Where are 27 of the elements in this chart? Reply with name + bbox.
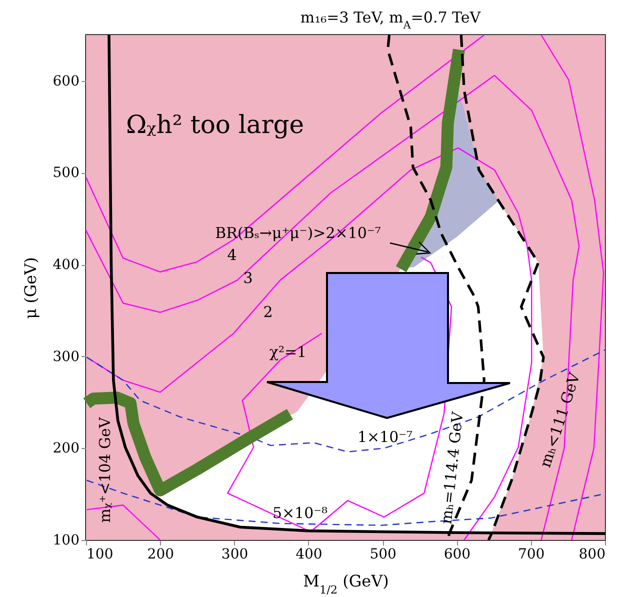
y-tick-label: 500 <box>52 165 80 182</box>
annotation: 2 <box>263 303 273 321</box>
y-tick-label: 100 <box>52 532 80 548</box>
annotation: 1×10⁻⁷ <box>357 428 413 446</box>
x-tick-label: 400 <box>296 546 322 562</box>
y-axis-title: μ (GeV) <box>20 257 40 319</box>
x-tick-label: 700 <box>518 546 545 562</box>
x-tick-label: 600 <box>444 546 471 562</box>
x-axis-title: M$_{1/2}$ (GeV) <box>303 572 389 596</box>
chart-title: m₁₆=3 TeV, m$_{A}$=0.7 TeV <box>300 8 482 32</box>
y-tick-label: 600 <box>52 73 80 90</box>
x-tick-label: 800 <box>578 546 606 562</box>
line-series <box>85 34 485 272</box>
y-tick-label: 200 <box>52 440 80 457</box>
x-tick-label: 500 <box>370 546 396 562</box>
x-tick-label: 200 <box>147 546 174 562</box>
y-tick-label: 400 <box>52 257 80 274</box>
annotation: 5×10⁻⁸ <box>272 504 328 522</box>
x-tick-label: 100 <box>86 546 114 562</box>
y-tick-label: 300 <box>52 348 80 365</box>
annotation: 4 <box>227 246 237 264</box>
line-series <box>540 34 604 541</box>
band-label: Ωᵪh² too large <box>126 110 304 139</box>
annotation: 3 <box>243 269 253 287</box>
x-tick-label: 300 <box>221 546 248 562</box>
annotation: mᵪ⁺<104 GeV <box>96 416 114 523</box>
annotation: mₕ=114.4 GeV <box>437 410 467 525</box>
